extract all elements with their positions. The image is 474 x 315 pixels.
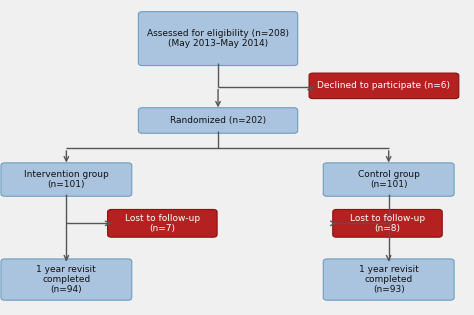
FancyBboxPatch shape <box>138 12 298 66</box>
Text: Randomized (n=202): Randomized (n=202) <box>170 116 266 125</box>
FancyBboxPatch shape <box>138 108 298 133</box>
FancyBboxPatch shape <box>309 73 459 99</box>
FancyBboxPatch shape <box>333 209 442 237</box>
Text: Lost to follow-up
(n=8): Lost to follow-up (n=8) <box>350 214 425 233</box>
Text: Assessed for eligibility (n=208)
(May 2013–May 2014): Assessed for eligibility (n=208) (May 20… <box>147 29 289 48</box>
Text: Intervention group
(n=101): Intervention group (n=101) <box>24 170 109 189</box>
FancyBboxPatch shape <box>1 163 132 196</box>
FancyBboxPatch shape <box>323 259 454 300</box>
Text: Lost to follow-up
(n=7): Lost to follow-up (n=7) <box>125 214 200 233</box>
Text: 1 year revisit
completed
(n=94): 1 year revisit completed (n=94) <box>36 265 96 295</box>
Text: Control group
(n=101): Control group (n=101) <box>358 170 419 189</box>
FancyBboxPatch shape <box>323 163 454 196</box>
Text: 1 year revisit
completed
(n=93): 1 year revisit completed (n=93) <box>359 265 419 295</box>
FancyBboxPatch shape <box>108 209 217 237</box>
Text: Declined to participate (n=6): Declined to participate (n=6) <box>318 81 450 90</box>
FancyBboxPatch shape <box>1 259 132 300</box>
